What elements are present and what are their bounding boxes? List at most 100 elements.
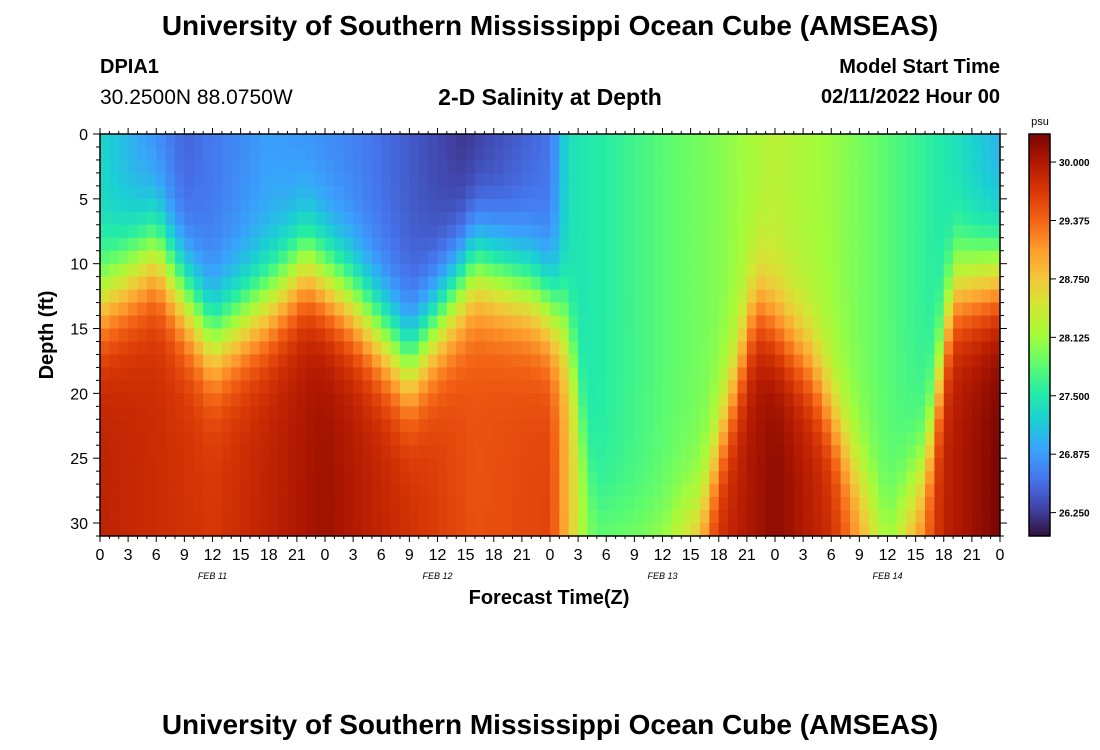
heatmap-cell <box>850 471 860 485</box>
heatmap-cell <box>550 406 560 420</box>
heatmap-cell <box>568 263 579 278</box>
heatmap-cell <box>662 315 673 330</box>
heatmap-cell <box>156 380 167 394</box>
heatmap-cell <box>840 302 851 317</box>
heatmap-cell <box>840 419 851 433</box>
heatmap-cell <box>325 445 335 459</box>
heatmap-cell <box>531 419 542 433</box>
heatmap-cell <box>100 263 110 278</box>
heatmap-cell <box>521 341 532 356</box>
heatmap-cell <box>559 159 570 174</box>
heatmap-cell <box>193 198 204 213</box>
heatmap-cell <box>896 211 907 226</box>
heatmap-cell <box>746 263 757 278</box>
heatmap-cell <box>981 185 992 200</box>
heatmap-cell <box>643 445 654 459</box>
heatmap-cell <box>578 328 589 343</box>
heatmap-cell <box>953 406 964 420</box>
heatmap-cell <box>175 393 185 407</box>
heatmap-cell <box>306 367 317 381</box>
heatmap-cell <box>962 432 973 446</box>
heatmap-cell <box>165 237 176 252</box>
heatmap-cell <box>943 458 954 472</box>
heatmap-cell <box>728 354 739 369</box>
heatmap-cell <box>128 315 139 330</box>
heatmap-cell <box>737 380 748 394</box>
heatmap-cell <box>671 315 682 330</box>
heatmap-cell <box>250 393 260 407</box>
heatmap-cell <box>915 315 926 330</box>
heatmap-cell <box>437 419 448 433</box>
heatmap-cell <box>456 134 467 148</box>
heatmap-cell <box>118 146 129 161</box>
heatmap-cell <box>100 341 110 356</box>
heatmap-cell <box>634 250 645 265</box>
heatmap-cell <box>578 159 589 174</box>
heatmap-cell <box>531 224 542 239</box>
heatmap-cell <box>625 276 635 291</box>
heatmap-cell <box>446 393 457 407</box>
heatmap-cell <box>896 445 907 459</box>
heatmap-cell <box>418 263 429 278</box>
heatmap-cell <box>240 211 251 226</box>
heatmap-cell <box>334 523 345 536</box>
heatmap-cell <box>315 159 326 174</box>
heatmap-cell <box>606 354 617 369</box>
heatmap-cell <box>109 172 120 187</box>
heatmap-cell <box>128 302 139 317</box>
heatmap-cell <box>193 484 204 498</box>
heatmap-cell <box>643 198 654 213</box>
heatmap-cell <box>390 406 401 420</box>
heatmap-cell <box>971 419 982 433</box>
heatmap-cell <box>990 497 1000 511</box>
heatmap-cell <box>165 211 176 226</box>
heatmap-cell <box>700 445 710 459</box>
heatmap-cell <box>662 289 673 304</box>
heatmap-cell <box>259 471 270 485</box>
heatmap-cell <box>409 393 420 407</box>
heatmap-cell <box>943 159 954 174</box>
heatmap-cell <box>353 471 364 485</box>
heatmap-cell <box>550 484 560 498</box>
heatmap-cell <box>400 458 410 472</box>
heatmap-cell <box>250 510 260 524</box>
heatmap-cell <box>137 315 148 330</box>
heatmap-cell <box>296 289 307 304</box>
heatmap-cell <box>896 419 907 433</box>
heatmap-cell <box>268 445 279 459</box>
heatmap-cell <box>793 419 804 433</box>
heatmap-cell <box>859 510 870 524</box>
heatmap-cell <box>287 406 298 420</box>
heatmap-cell <box>775 445 785 459</box>
heatmap-cell <box>268 367 279 381</box>
heatmap-cell <box>718 185 729 200</box>
heatmap-cell <box>606 380 617 394</box>
heatmap-cell <box>718 198 729 213</box>
heatmap-cell <box>371 419 382 433</box>
heatmap-cell <box>775 315 785 330</box>
heatmap-cell <box>662 354 673 369</box>
heatmap-cell <box>887 341 898 356</box>
heatmap-cell <box>362 172 373 187</box>
heatmap-cell <box>484 471 495 485</box>
heatmap-cell <box>531 302 542 317</box>
heatmap-cell <box>775 198 785 213</box>
heatmap-cell <box>681 458 692 472</box>
heatmap-cell <box>334 250 345 265</box>
heatmap-cell <box>184 185 195 200</box>
heatmap-cell <box>643 211 654 226</box>
heatmap-cell <box>812 224 823 239</box>
heatmap-cell <box>315 510 326 524</box>
heatmap-cell <box>878 146 889 161</box>
heatmap-cell <box>315 419 326 433</box>
heatmap-cell <box>653 406 664 420</box>
heatmap-cell <box>428 328 439 343</box>
heatmap-cell <box>971 289 982 304</box>
heatmap-cell <box>371 484 382 498</box>
heatmap-cell <box>362 302 373 317</box>
heatmap-cell <box>437 315 448 330</box>
heatmap-cell <box>681 510 692 524</box>
heatmap-cell <box>671 419 682 433</box>
heatmap-cell <box>259 237 270 252</box>
heatmap-cell <box>859 224 870 239</box>
